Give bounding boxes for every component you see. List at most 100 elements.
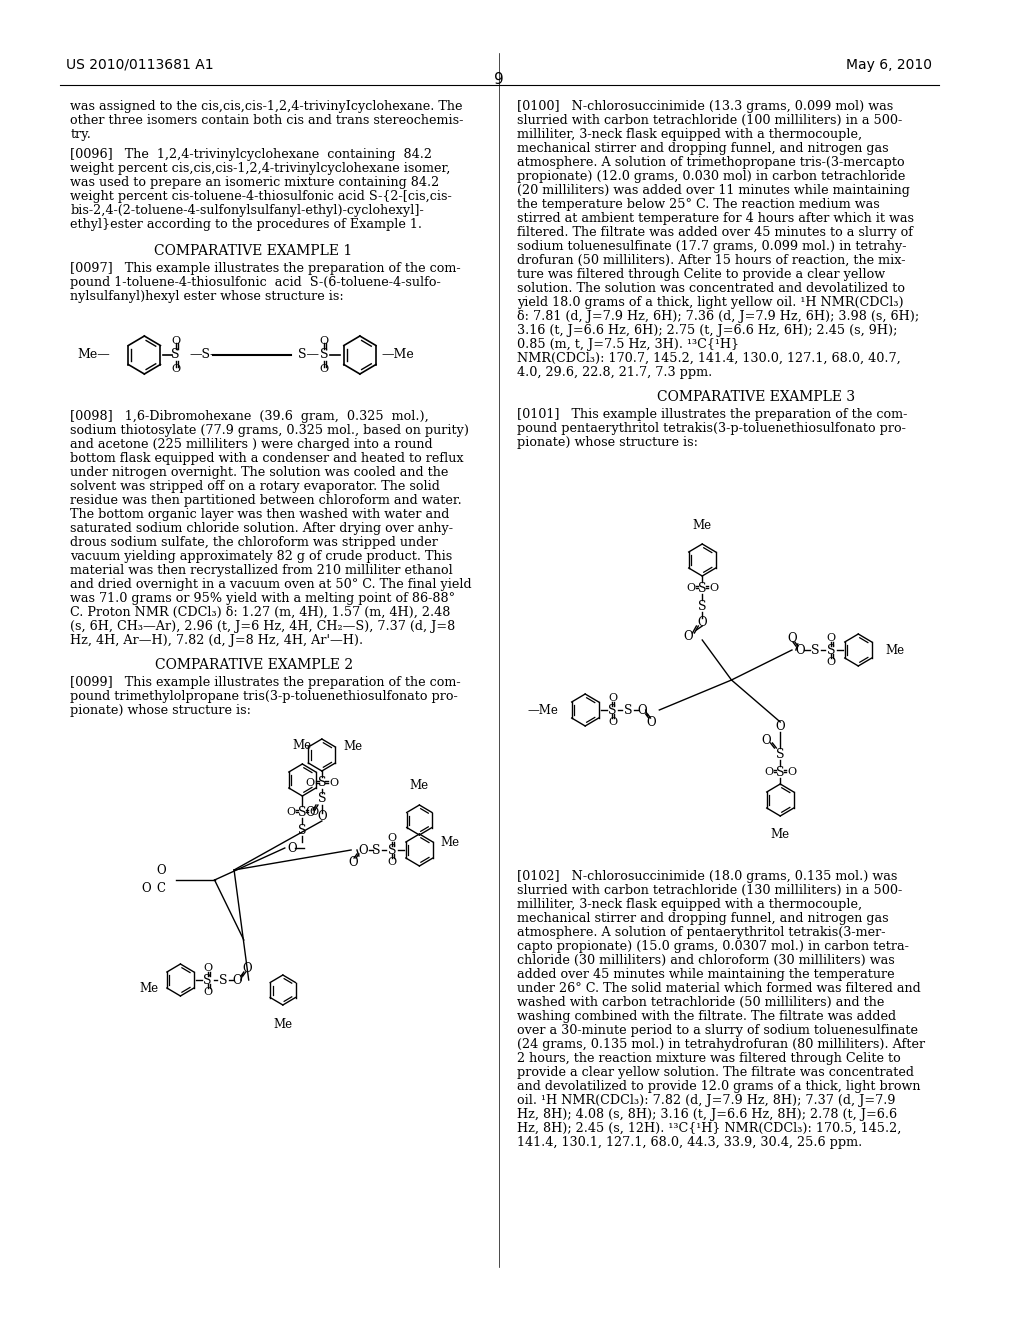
Text: O: O	[171, 364, 180, 374]
Text: 2 hours, the reaction mixture was filtered through Celite to: 2 hours, the reaction mixture was filter…	[517, 1052, 901, 1065]
Text: —S—: —S—	[189, 348, 222, 362]
Text: ethyl}ester according to the procedures of Example 1.: ethyl}ester according to the procedures …	[71, 218, 422, 231]
Text: S: S	[698, 582, 707, 594]
Text: sodium toluenesulfinate (17.7 grams, 0.099 mol.) in tetrahy-: sodium toluenesulfinate (17.7 grams, 0.0…	[517, 240, 906, 253]
Text: S: S	[298, 824, 306, 837]
Text: 0.85 (m, t, J=7.5 Hz, 3H). ¹³C{¹H}: 0.85 (m, t, J=7.5 Hz, 3H). ¹³C{¹H}	[517, 338, 739, 351]
Text: O: O	[305, 777, 314, 788]
Text: sodium thiotosylate (77.9 grams, 0.325 mol., based on purity): sodium thiotosylate (77.9 grams, 0.325 m…	[71, 424, 469, 437]
Text: mechanical stirrer and dropping funnel, and nitrogen gas: mechanical stirrer and dropping funnel, …	[517, 143, 889, 154]
Text: 9: 9	[495, 73, 504, 87]
Text: nylsulfanyl)hexyl ester whose structure is:: nylsulfanyl)hexyl ester whose structure …	[71, 290, 344, 304]
Text: O: O	[288, 842, 297, 854]
Text: drofuran (50 milliliters). After 15 hours of reaction, the mix-: drofuran (50 milliliters). After 15 hour…	[517, 253, 905, 267]
Text: mechanical stirrer and dropping funnel, and nitrogen gas: mechanical stirrer and dropping funnel, …	[517, 912, 889, 925]
Text: —Me: —Me	[527, 704, 558, 717]
Text: [0097]   This example illustrates the preparation of the com-: [0097] This example illustrates the prep…	[71, 261, 461, 275]
Text: added over 45 minutes while maintaining the temperature: added over 45 minutes while maintaining …	[517, 968, 895, 981]
Text: S: S	[372, 843, 381, 857]
Text: O: O	[608, 717, 617, 727]
Text: 3.16 (t, J=6.6 Hz, 6H); 2.75 (t, J=6.6 Hz, 6H); 2.45 (s, 9H);: 3.16 (t, J=6.6 Hz, 6H); 2.75 (t, J=6.6 H…	[517, 323, 897, 337]
Text: and dried overnight in a vacuum oven at 50° C. The final yield: and dried overnight in a vacuum oven at …	[71, 578, 472, 591]
Text: and devolatilized to provide 12.0 grams of a thick, light brown: and devolatilized to provide 12.0 grams …	[517, 1080, 921, 1093]
Text: C. Proton NMR (CDCl₃) δ: 1.27 (m, 4H), 1.57 (m, 4H), 2.48: C. Proton NMR (CDCl₃) δ: 1.27 (m, 4H), 1…	[71, 606, 451, 619]
Text: pionate) whose structure is:: pionate) whose structure is:	[517, 436, 698, 449]
Text: Me: Me	[293, 739, 312, 752]
Text: O: O	[242, 961, 252, 974]
Text: O: O	[795, 644, 805, 656]
Text: atmosphere. A solution of trimethopropane tris-(3-mercapto: atmosphere. A solution of trimethopropan…	[517, 156, 904, 169]
Text: was 71.0 grams or 95% yield with a melting point of 86-88°: was 71.0 grams or 95% yield with a melti…	[71, 591, 456, 605]
Text: Hz, 8H); 4.08 (s, 8H); 3.16 (t, J=6.6 Hz, 8H); 2.78 (t, J=6.6: Hz, 8H); 4.08 (s, 8H); 3.16 (t, J=6.6 Hz…	[517, 1107, 897, 1121]
Text: propionate) (12.0 grams, 0.030 mol) in carbon tetrachloride: propionate) (12.0 grams, 0.030 mol) in c…	[517, 170, 905, 183]
Text: chloride (30 milliliters) and chloroform (30 milliliters) was: chloride (30 milliliters) and chloroform…	[517, 954, 895, 968]
Text: Me: Me	[886, 644, 905, 656]
Text: [0099]   This example illustrates the preparation of the com-: [0099] This example illustrates the prep…	[71, 676, 461, 689]
Text: Me: Me	[410, 779, 429, 792]
Text: O: O	[305, 807, 315, 820]
Text: pound pentaerythritol tetrakis(3-p-toluenethiosulfonato pro-: pound pentaerythritol tetrakis(3-p-tolue…	[517, 422, 906, 436]
Text: and acetone (225 milliliters ) were charged into a round: and acetone (225 milliliters ) were char…	[71, 438, 433, 451]
Text: Me: Me	[273, 1018, 293, 1031]
Text: yield 18.0 grams of a thick, light yellow oil. ¹H NMR(CDCl₃): yield 18.0 grams of a thick, light yello…	[517, 296, 903, 309]
Text: pound trimethylolpropane tris(3-p-toluenethiosulfonato pro-: pound trimethylolpropane tris(3-p-toluen…	[71, 690, 458, 704]
Text: O: O	[762, 734, 771, 747]
Text: δ: 7.81 (d, J=7.9 Hz, 6H); 7.36 (d, J=7.9 Hz, 6H); 3.98 (s, 6H);: δ: 7.81 (d, J=7.9 Hz, 6H); 7.36 (d, J=7.…	[517, 310, 920, 323]
Text: weight percent cis,cis,cis-1,2,4-trivinylcyclohexane isomer,: weight percent cis,cis,cis-1,2,4-triviny…	[71, 162, 451, 176]
Text: O: O	[319, 364, 329, 374]
Text: material was then recrystallized from 210 milliliter ethanol: material was then recrystallized from 21…	[71, 564, 453, 577]
Text: the temperature below 25° C. The reaction medium was: the temperature below 25° C. The reactio…	[517, 198, 880, 211]
Text: O: O	[710, 583, 719, 593]
Text: S: S	[608, 704, 616, 717]
Text: O: O	[317, 810, 327, 824]
Text: O: O	[156, 863, 166, 876]
Text: weight percent cis-toluene-4-thiosulfonic acid S-{2-[cis,cis-: weight percent cis-toluene-4-thiosulfoni…	[71, 190, 452, 203]
Text: O: O	[684, 630, 693, 643]
Text: (24 grams, 0.135 mol.) in tetrahydrofuran (80 milliliters). After: (24 grams, 0.135 mol.) in tetrahydrofura…	[517, 1038, 925, 1051]
Text: O: O	[203, 964, 212, 973]
Text: C: C	[157, 882, 166, 895]
Text: drous sodium sulfate, the chloroform was stripped under: drous sodium sulfate, the chloroform was…	[71, 536, 438, 549]
Text: [0102]   N-chlorosuccinimide (18.0 grams, 0.135 mol.) was: [0102] N-chlorosuccinimide (18.0 grams, …	[517, 870, 897, 883]
Text: O: O	[203, 987, 212, 997]
Text: ture was filtered through Celite to provide a clear yellow: ture was filtered through Celite to prov…	[517, 268, 885, 281]
Text: O: O	[232, 974, 242, 986]
Text: oil. ¹H NMR(CDCl₃): 7.82 (d, J=7.9 Hz, 8H); 7.37 (d, J=7.9: oil. ¹H NMR(CDCl₃): 7.82 (d, J=7.9 Hz, 8…	[517, 1094, 895, 1107]
Text: NMR(CDCl₃): 170.7, 145.2, 141.4, 130.0, 127.1, 68.0, 40.7,: NMR(CDCl₃): 170.7, 145.2, 141.4, 130.0, …	[517, 352, 901, 366]
Text: capto propionate) (15.0 grams, 0.0307 mol.) in carbon tetra-: capto propionate) (15.0 grams, 0.0307 mo…	[517, 940, 908, 953]
Text: slurried with carbon tetrachloride (130 milliliters) in a 500-: slurried with carbon tetrachloride (130 …	[517, 884, 902, 898]
Text: COMPARATIVE EXAMPLE 1: COMPARATIVE EXAMPLE 1	[155, 244, 352, 257]
Text: COMPARATIVE EXAMPLE 3: COMPARATIVE EXAMPLE 3	[656, 389, 855, 404]
Text: O: O	[171, 337, 180, 346]
Text: S: S	[204, 974, 212, 986]
Text: S: S	[826, 644, 836, 656]
Text: S: S	[317, 776, 326, 789]
Text: was used to prepare an isomeric mixture containing 84.2: was used to prepare an isomeric mixture …	[71, 176, 439, 189]
Text: O: O	[348, 855, 357, 869]
Text: O: O	[309, 807, 318, 817]
Text: was assigned to the cis,cis,cis-1,2,4-trivinyIcyclohexane. The: was assigned to the cis,cis,cis-1,2,4-tr…	[71, 100, 463, 114]
Text: filtered. The filtrate was added over 45 minutes to a slurry of: filtered. The filtrate was added over 45…	[517, 226, 913, 239]
Text: [0100]   N-chlorosuccinimide (13.3 grams, 0.099 mol) was: [0100] N-chlorosuccinimide (13.3 grams, …	[517, 100, 893, 114]
Text: Hz, 4H, Ar—H), 7.82 (d, J=8 Hz, 4H, Ar'—H).: Hz, 4H, Ar—H), 7.82 (d, J=8 Hz, 4H, Ar'—…	[71, 634, 364, 647]
Text: O: O	[358, 843, 368, 857]
Text: S: S	[171, 348, 180, 362]
Text: (20 milliliters) was added over 11 minutes while maintaining: (20 milliliters) was added over 11 minut…	[517, 183, 909, 197]
Text: S—: S—	[298, 348, 319, 362]
Text: solution. The solution was concentrated and devolatilized to: solution. The solution was concentrated …	[517, 282, 905, 294]
Text: O: O	[637, 704, 646, 717]
Text: Me—: Me—	[78, 348, 111, 362]
Text: under 26° C. The solid material which formed was filtered and: under 26° C. The solid material which fo…	[517, 982, 921, 995]
Text: bottom flask equipped with a condenser and heated to reflux: bottom flask equipped with a condenser a…	[71, 451, 464, 465]
Text: COMPARATIVE EXAMPLE 2: COMPARATIVE EXAMPLE 2	[155, 657, 352, 672]
Text: O: O	[319, 337, 329, 346]
Text: solvent was stripped off on a rotary evaporator. The solid: solvent was stripped off on a rotary eva…	[71, 480, 440, 492]
Text: pound 1-toluene-4-thiosulfonic  acid  S-(6-toluene-4-sulfo-: pound 1-toluene-4-thiosulfonic acid S-(6…	[71, 276, 441, 289]
Text: bis-2,4-(2-toluene-4-sulfonylsulfanyl-ethyl)-cyclohexyl]-: bis-2,4-(2-toluene-4-sulfonylsulfanyl-et…	[71, 205, 424, 216]
Text: (s, 6H, CH₃—Ar), 2.96 (t, J=6 Hz, 4H, CH₂—S), 7.37 (d, J=8: (s, 6H, CH₃—Ar), 2.96 (t, J=6 Hz, 4H, CH…	[71, 620, 456, 634]
Text: O: O	[387, 833, 396, 843]
Text: O: O	[141, 882, 152, 895]
Text: other three isomers contain both cis and trans stereochemis-: other three isomers contain both cis and…	[71, 114, 464, 127]
Text: O: O	[697, 615, 707, 628]
Text: The bottom organic layer was then washed with water and: The bottom organic layer was then washed…	[71, 508, 450, 521]
